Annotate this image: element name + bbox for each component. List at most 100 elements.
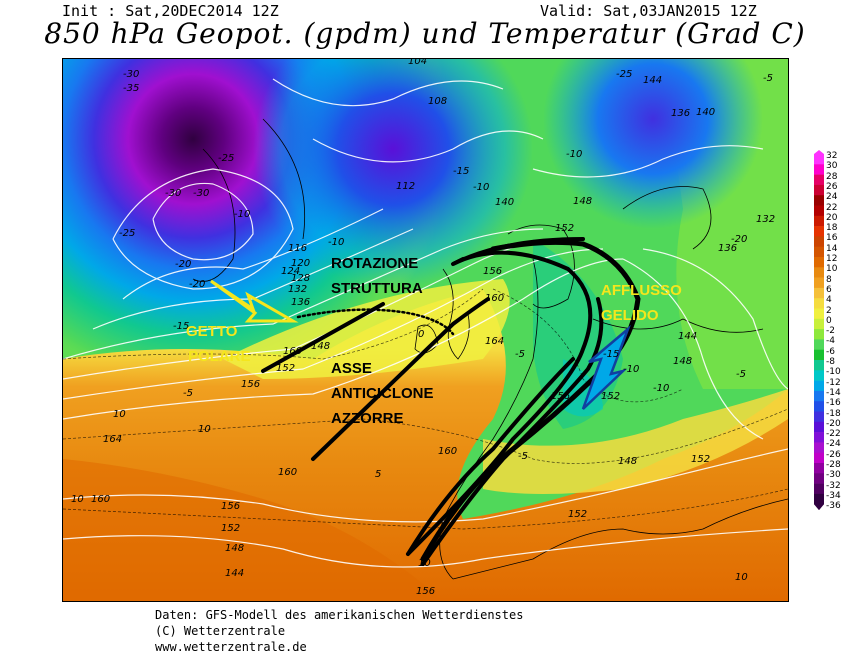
annotation-struttura: STRUTTURA <box>331 280 423 297</box>
geo-label: 132 <box>288 284 307 295</box>
temp-label: -5 <box>763 73 773 84</box>
temp-label: 10 <box>418 558 431 569</box>
annotation-asse: ASSE <box>331 360 372 377</box>
temp-label: -20 <box>189 279 205 290</box>
geo-label: 140 <box>696 107 715 118</box>
colorbar-swatch <box>814 267 824 278</box>
colorbar-label: 0 <box>826 315 832 326</box>
colorbar-swatch <box>814 452 824 464</box>
temp-label: -25 <box>218 153 234 164</box>
colorbar-swatch <box>814 360 824 371</box>
temperature-colorbar <box>814 150 824 514</box>
geo-label: 152 <box>601 391 620 402</box>
geo-label: 148 <box>311 341 330 352</box>
cold-flow-arrow <box>581 324 631 410</box>
annotation-afflusso: AFFLUSSO <box>601 282 682 299</box>
colorbar-swatch <box>814 432 824 443</box>
colorbar-label: 10 <box>826 264 838 275</box>
colorbar-swatch <box>814 380 824 392</box>
geo-label: 136 <box>718 243 737 254</box>
geo-label: 148 <box>225 543 244 554</box>
colorbar-label: 18 <box>826 223 838 234</box>
temp-label: -10 <box>566 149 582 160</box>
temp-label: 10 <box>113 409 126 420</box>
geo-label: 120 <box>291 258 310 269</box>
geo-label: 144 <box>643 75 662 86</box>
temp-label: -10 <box>234 209 250 220</box>
colorbar-label: -26 <box>826 449 841 460</box>
colorbar-swatch <box>814 195 824 206</box>
geo-label: 112 <box>396 181 415 192</box>
geo-label: 104 <box>408 59 427 67</box>
colorbar-label: -36 <box>826 501 841 512</box>
annotation-azzorre: AZZORRE <box>331 410 404 427</box>
geo-label: 156 <box>241 379 260 390</box>
colorbar-swatch <box>814 493 824 505</box>
anticyclone-axis-lines <box>261 237 641 566</box>
colorbar-label: 4 <box>826 295 832 306</box>
colorbar-swatch <box>814 164 824 175</box>
temp-label: -25 <box>119 228 135 239</box>
geopotential-labels: 144 140 140 148 152 156 160 164 124 136 … <box>91 59 775 597</box>
colorbar-swatch <box>814 349 824 361</box>
temp-label: -10 <box>473 182 489 193</box>
geo-label: 156 <box>416 586 435 597</box>
geo-label: 140 <box>495 197 514 208</box>
colorbar-swatch <box>814 287 824 299</box>
temperature-labels: -30 -35 -30 -30 -25 -25 -20 -20 -15 -10 … <box>71 69 773 583</box>
colorbar-label: -6 <box>826 346 835 357</box>
colorbar-swatch <box>814 442 824 453</box>
colorbar-bottom-arrow <box>814 504 824 511</box>
temp-label: 10 <box>735 572 748 583</box>
geo-label: 136 <box>671 108 690 119</box>
geo-label: 144 <box>678 331 697 342</box>
valid-time: Valid: Sat,03JAN2015 12Z <box>540 2 757 20</box>
colorbar-label: -28 <box>826 460 841 470</box>
geo-label: 160 <box>485 293 504 304</box>
colorbar-swatch <box>814 277 824 289</box>
colorbar-swatch <box>814 483 824 495</box>
geo-label: 152 <box>221 523 240 534</box>
temp-label: -30 <box>123 69 139 80</box>
geo-label: 156 <box>483 266 502 277</box>
colorbar-label: -14 <box>826 387 841 398</box>
colorbar-label: -12 <box>826 377 841 388</box>
colorbar-label: 6 <box>826 284 832 295</box>
colorbar-label: -32 <box>826 480 841 491</box>
temp-label: -10 <box>623 364 639 375</box>
temp-label: -15 <box>453 166 469 177</box>
colorbar-swatch <box>814 236 824 247</box>
annotation-gelido: GELIDO <box>601 307 659 324</box>
temp-label: -20 <box>731 234 747 245</box>
footer-url: www.wetterzentrale.de <box>155 640 307 654</box>
colorbar-swatch <box>814 246 824 258</box>
colorbar-swatch <box>814 318 824 330</box>
chart-title: 850 hPa Geopot. (gpdm) und Temperatur (G… <box>44 17 806 50</box>
geo-label: 148 <box>573 196 592 207</box>
temp-label: 10 <box>71 494 84 505</box>
colorbar-label: -20 <box>826 418 841 429</box>
colorbar-label: 32 <box>826 151 838 161</box>
colorbar-label: 20 <box>826 212 838 223</box>
colorbar-label: -22 <box>826 429 841 440</box>
colorbar-label: -24 <box>826 439 841 450</box>
colorbar-label: 22 <box>826 202 838 213</box>
temp-label: -5 <box>736 369 746 380</box>
colorbar-label: 12 <box>826 254 838 264</box>
colorbar-swatch <box>814 473 824 484</box>
colorbar-swatch <box>814 339 824 350</box>
colorbar-swatch <box>814 329 824 340</box>
temp-label: -30 <box>165 188 181 199</box>
geo-label: 156 <box>221 501 240 512</box>
temp-label: -35 <box>123 83 139 94</box>
colorbar-label: -34 <box>826 490 841 501</box>
colorbar-swatch <box>814 370 824 381</box>
colorbar-label: 14 <box>826 243 838 254</box>
geo-label: 164 <box>485 336 504 347</box>
geo-label: 164 <box>103 434 122 445</box>
colorbar-label: -4 <box>826 336 835 347</box>
geo-label: 156 <box>551 391 570 402</box>
colorbar-swatch <box>814 421 824 433</box>
colorbar-swatch <box>814 463 824 474</box>
colorbar-swatch <box>814 257 824 268</box>
